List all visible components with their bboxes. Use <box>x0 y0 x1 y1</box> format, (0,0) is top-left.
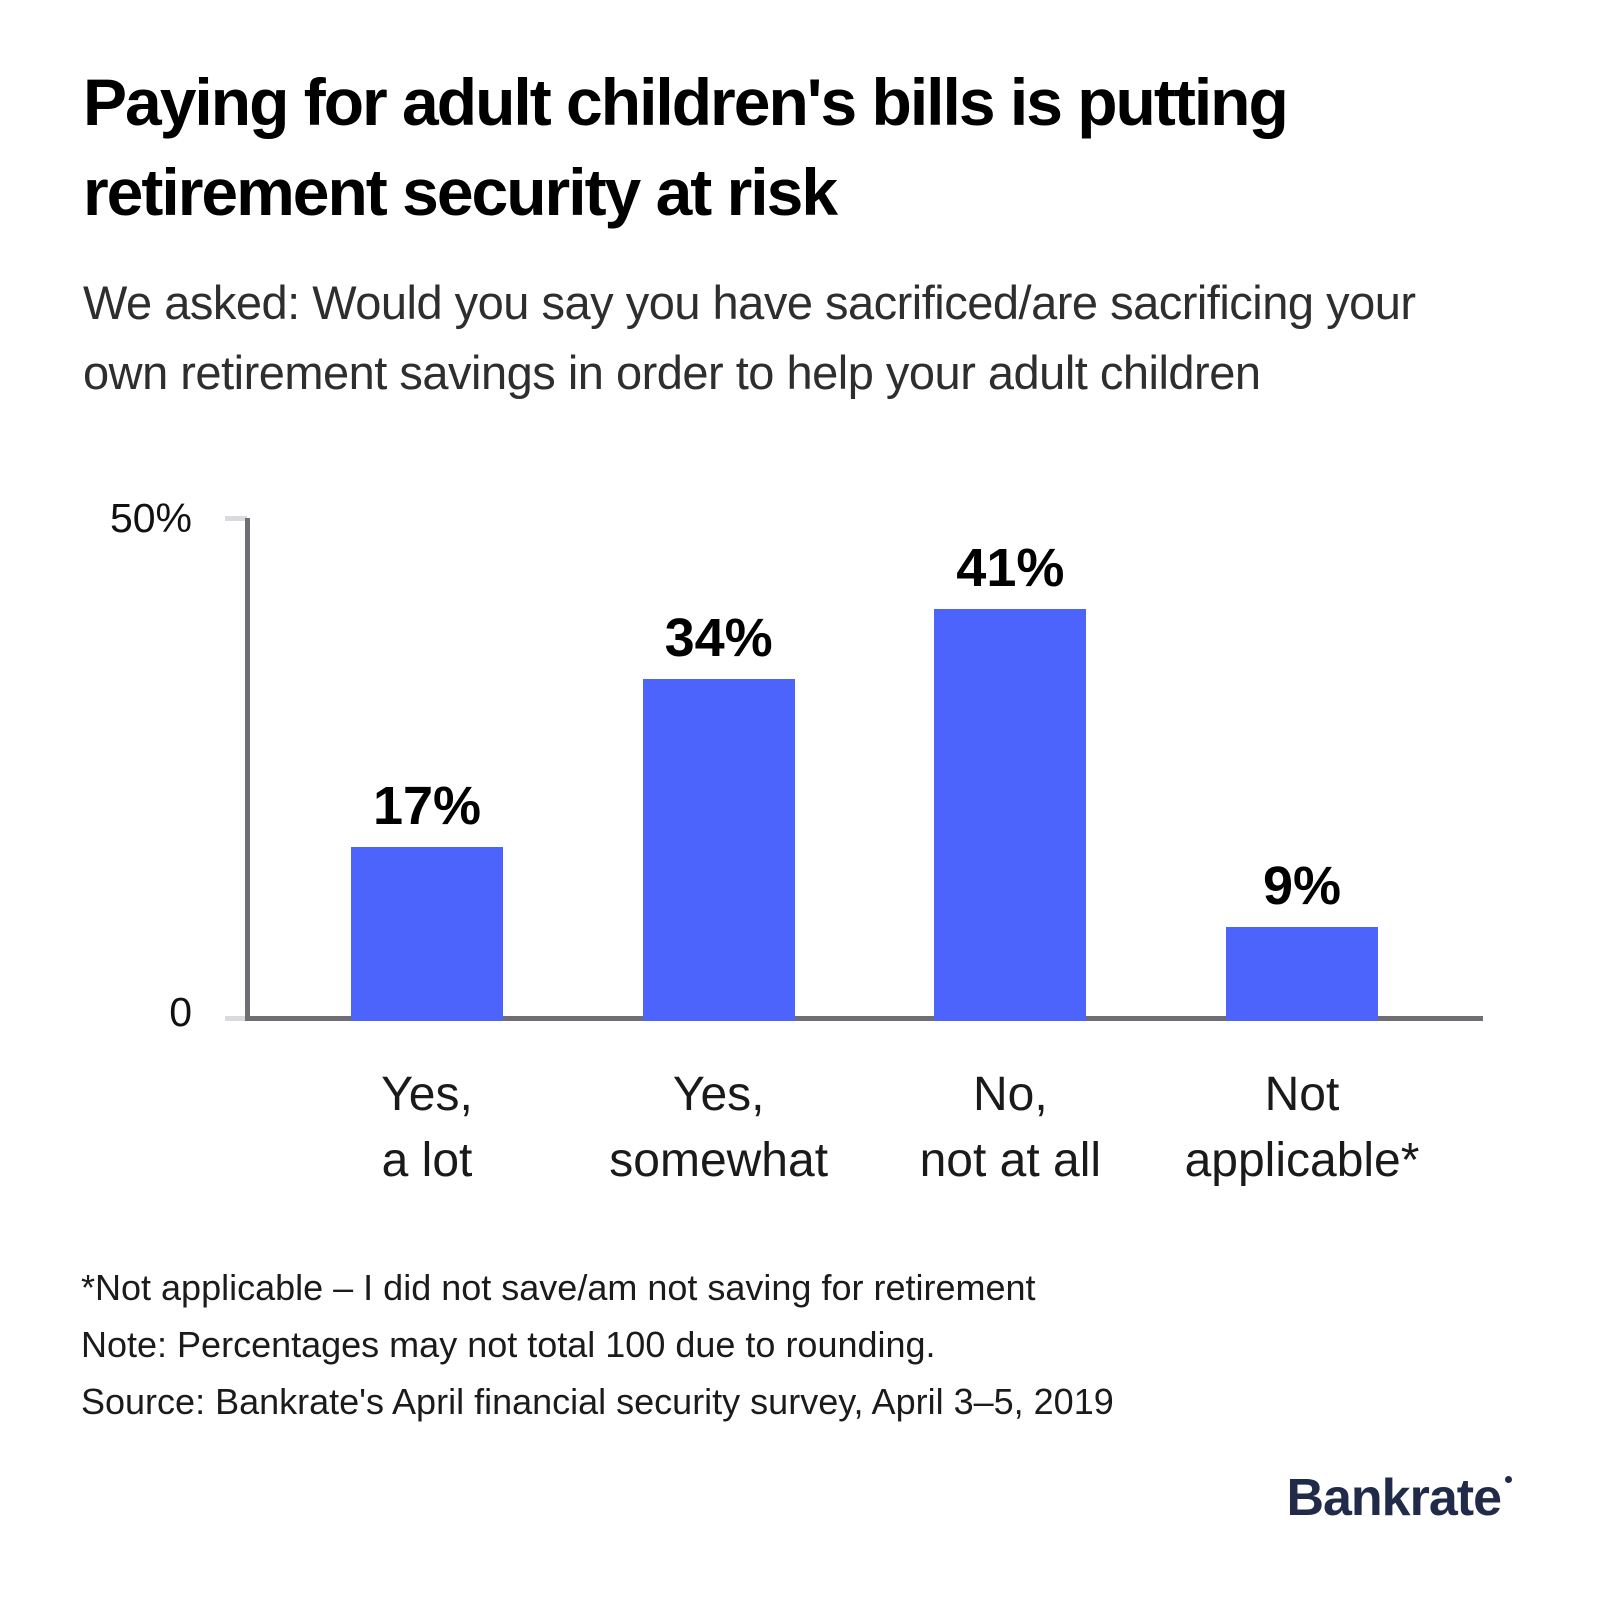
page-title: Paying for adult children's bills is put… <box>83 65 1289 229</box>
bankrate-logo-text: Bankrate <box>1286 1469 1502 1527</box>
plot-area: 17% 34% 41% 9% <box>247 520 1483 1021</box>
footnotes: *Not applicable – I did not save/am not … <box>81 1259 1381 1430</box>
bar <box>1226 926 1378 1021</box>
bar <box>351 847 503 1021</box>
y-axis-tick-mark-bottom <box>225 1016 247 1021</box>
footnote-source: Source: Bankrate's April financial secur… <box>81 1381 1114 1422</box>
bankrate-logo: Bankrate <box>1286 1472 1512 1524</box>
bar-value-label: 17% <box>372 776 482 837</box>
x-axis-category-label: No, not at all <box>919 1068 1102 1187</box>
footnote-not-applicable: *Not applicable – I did not save/am not … <box>81 1267 1036 1308</box>
x-axis-line <box>245 1016 1483 1021</box>
bar-value-label: 41% <box>956 538 1065 599</box>
bar-value-label: 34% <box>664 607 773 668</box>
x-axis-category-label: Yes, a lot <box>381 1068 473 1187</box>
x-axis-category-label: Yes, somewhat <box>609 1068 829 1187</box>
logo-trademark-dot <box>1505 1476 1512 1483</box>
y-axis-tick-label-50: 50% <box>109 495 192 541</box>
y-axis-line <box>245 518 250 1021</box>
bar-value-label: 9% <box>1262 855 1342 916</box>
footnote-note: Note: Percentages may not total 100 due … <box>81 1324 936 1365</box>
y-axis-tick-label-0: 0 <box>169 989 192 1035</box>
bar <box>934 609 1087 1021</box>
subtitle: We asked: Would you say you have sacrifi… <box>83 276 1416 399</box>
x-axis-category-label: Not applicable* <box>1184 1068 1420 1187</box>
y-axis-tick-mark-top <box>225 516 247 521</box>
bar <box>642 678 795 1021</box>
x-axis-labels: Yes, a lot Yes, somewhat No, not at all Not… <box>247 1062 1483 1202</box>
